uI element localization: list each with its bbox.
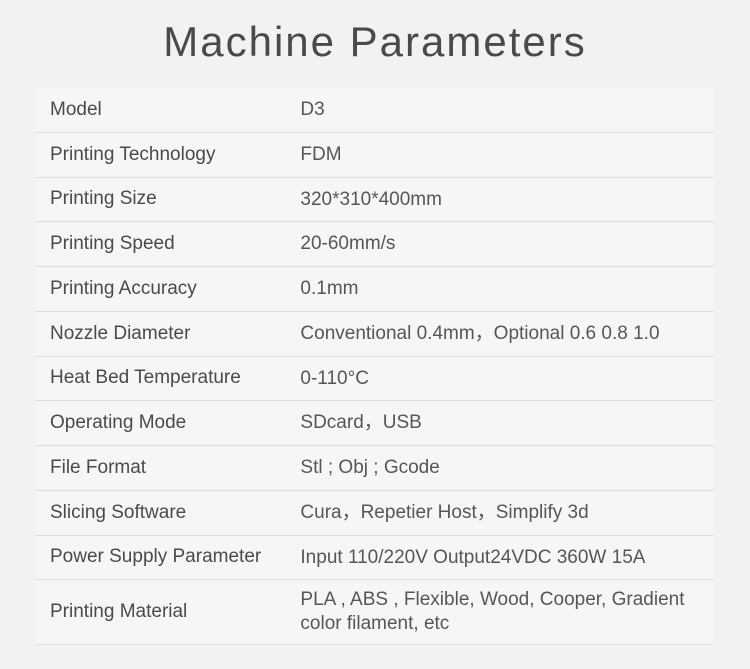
table-row: Slicing Software Cura，Repetier Host，Simp… xyxy=(36,491,714,536)
row-label: File Format xyxy=(36,447,300,489)
table-row: File Format Stl ; Obj ; Gcode xyxy=(36,446,714,491)
row-value: 320*310*400mm xyxy=(300,178,714,222)
page-container: Machine Parameters Model D3 Printing Tec… xyxy=(0,0,750,669)
row-label: Slicing Software xyxy=(36,492,300,534)
table-row: Printing Speed 20-60mm/s xyxy=(36,222,714,267)
row-label: Printing Technology xyxy=(36,134,300,176)
table-row: Printing Size 320*310*400mm xyxy=(36,178,714,223)
row-value: 20-60mm/s xyxy=(300,222,714,266)
row-value: FDM xyxy=(300,133,714,177)
table-row: Printing Material PLA , ABS , Flexible, … xyxy=(36,580,714,645)
row-label: Power Supply Parameter xyxy=(36,536,300,578)
row-label: Operating Mode xyxy=(36,402,300,444)
row-value: PLA , ABS , Flexible, Wood, Cooper, Grad… xyxy=(300,580,714,644)
row-label: Nozzle Diameter xyxy=(36,313,300,355)
row-label: Printing Size xyxy=(36,178,300,220)
row-value: Cura，Repetier Host，Simplify 3d xyxy=(300,491,714,535)
parameters-table: Model D3 Printing Technology FDM Printin… xyxy=(36,88,714,645)
row-label: Model xyxy=(36,89,300,131)
row-value: Input 110/220V Output24VDC 360W 15A xyxy=(300,536,714,580)
row-value: D3 xyxy=(300,88,714,132)
table-row: Printing Accuracy 0.1mm xyxy=(36,267,714,312)
row-label: Heat Bed Temperature xyxy=(36,357,300,399)
row-value: 0-110°C xyxy=(300,357,714,401)
table-row: Model D3 xyxy=(36,88,714,133)
row-label: Printing Speed xyxy=(36,223,300,265)
table-row: Heat Bed Temperature 0-110°C xyxy=(36,357,714,402)
table-row: Printing Technology FDM xyxy=(36,133,714,178)
row-value: Conventional 0.4mm，Optional 0.6 0.8 1.0 xyxy=(300,312,714,356)
page-title: Machine Parameters xyxy=(0,0,750,88)
row-label: Printing Accuracy xyxy=(36,268,300,310)
row-value: SDcard，USB xyxy=(300,401,714,445)
row-label: Printing Material xyxy=(36,593,300,631)
table-row: Nozzle Diameter Conventional 0.4mm，Optio… xyxy=(36,312,714,357)
table-row: Operating Mode SDcard，USB xyxy=(36,401,714,446)
table-row: Power Supply Parameter Input 110/220V Ou… xyxy=(36,536,714,581)
row-value: Stl ; Obj ; Gcode xyxy=(300,446,714,490)
row-value: 0.1mm xyxy=(300,267,714,311)
